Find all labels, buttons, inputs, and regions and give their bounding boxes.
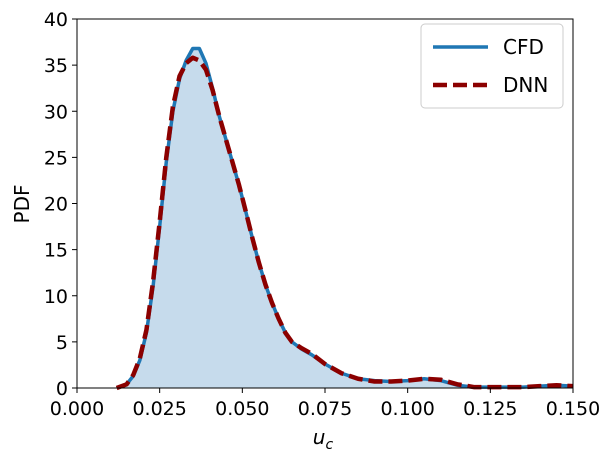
y-tick-label: 40 bbox=[44, 9, 68, 31]
y-tick-label: 10 bbox=[44, 286, 68, 308]
x-tick-label: 0.025 bbox=[132, 398, 186, 420]
x-tick-label: 0.075 bbox=[298, 398, 352, 420]
x-axis-label: uc bbox=[313, 425, 334, 453]
y-tick-label: 30 bbox=[44, 101, 68, 123]
y-tick-label: 35 bbox=[44, 55, 68, 77]
y-tick-label: 5 bbox=[56, 332, 68, 354]
legend: CFD DNN bbox=[421, 24, 563, 108]
y-tick-label: 0 bbox=[56, 378, 68, 400]
y-tick-label: 15 bbox=[44, 240, 68, 262]
x-tick-label: 0.125 bbox=[463, 398, 517, 420]
legend-label-cfd: CFD bbox=[503, 35, 544, 59]
legend-label-dnn: DNN bbox=[503, 73, 548, 97]
x-tick-label: 0.100 bbox=[380, 398, 434, 420]
y-tick-label: 25 bbox=[44, 147, 68, 169]
y-tick-label: 20 bbox=[44, 194, 68, 216]
x-tick-label: 0.150 bbox=[546, 398, 600, 420]
x-tick-label: 0.050 bbox=[215, 398, 269, 420]
x-tick-label: 0.000 bbox=[50, 398, 104, 420]
y-axis-label: PDF bbox=[10, 185, 34, 224]
